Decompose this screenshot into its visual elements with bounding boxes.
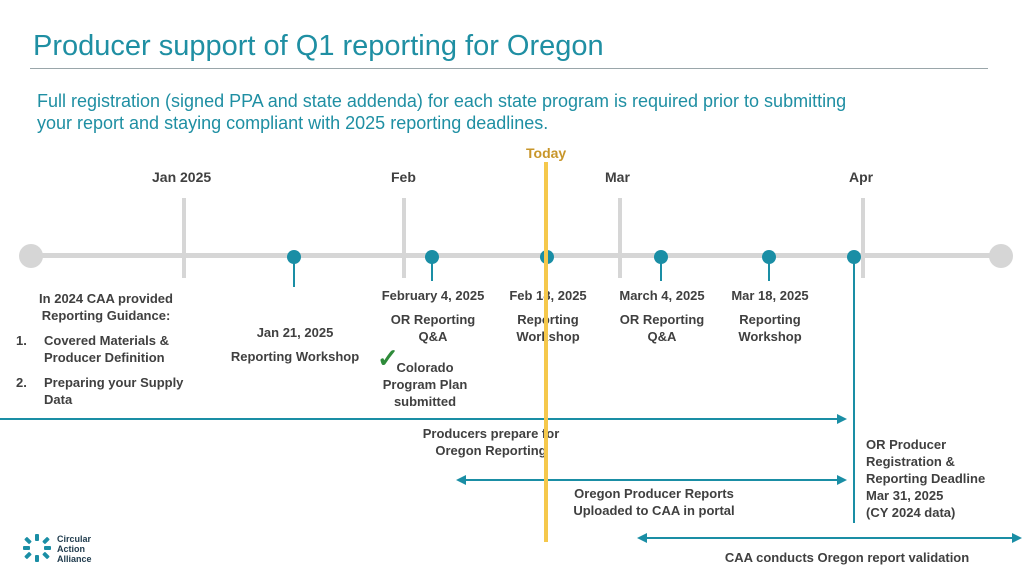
month-tick-apr xyxy=(861,198,865,278)
validation-range-label: CAA conducts Oregon report validation xyxy=(724,550,970,565)
prepare-range-line xyxy=(0,418,838,420)
today-label: Today xyxy=(526,145,567,161)
guidance-line-1: In 2024 CAA provided xyxy=(39,291,173,306)
event-date: Mar 18, 2025 xyxy=(731,288,809,303)
upload-range-line xyxy=(465,479,839,481)
month-label-feb: Feb xyxy=(391,169,416,185)
event-marker-mar18 xyxy=(762,250,776,264)
timeline-axis xyxy=(30,253,1002,258)
event-marker-jan21 xyxy=(287,250,301,264)
timeline-end-cap xyxy=(989,244,1013,268)
event-marker-feb4 xyxy=(425,250,439,264)
guidance-item-text-line1: Preparing your Supply xyxy=(44,375,184,390)
event-date: March 4, 2025 xyxy=(619,288,705,303)
deadline-line-4: Mar 31, 2025 xyxy=(866,488,944,503)
guidance-item-text-line2: Producer Definition xyxy=(44,350,165,365)
colorado-line-3: submitted xyxy=(393,394,457,409)
colorado-line-1: Colorado xyxy=(396,360,454,375)
upload-range-line-1: Oregon Producer Reports xyxy=(574,486,734,501)
subtitle-line-2: your report and staying compliant with 2… xyxy=(37,113,549,133)
validation-range-arrow-right-icon xyxy=(1012,533,1022,543)
event-date: Feb 18, 2025 xyxy=(509,288,587,303)
guidance-item-text-line1: Covered Materials & xyxy=(44,333,169,348)
event-title-line2: Workshop xyxy=(497,328,599,345)
event-label-mar4: March 4, 2025 OR Reporting Q&A xyxy=(607,287,717,345)
guidance-item-text: Preparing your Supply Data xyxy=(44,374,183,408)
check-icon: ✓ xyxy=(377,343,399,373)
validation-range-line xyxy=(646,537,1013,539)
month-tick-jan xyxy=(182,198,186,278)
logo-line-3: Alliance xyxy=(57,554,92,564)
prepare-range-line-1: Producers prepare for xyxy=(422,426,560,441)
event-title: Reporting Workshop xyxy=(230,349,360,364)
upload-range-arrow-left-icon xyxy=(456,475,466,485)
timeline-start-cap xyxy=(19,244,43,268)
logo-line-1: Circular xyxy=(57,534,92,544)
prepare-range-arrow-icon xyxy=(837,414,847,424)
event-date: Jan 21, 2025 xyxy=(256,325,334,340)
colorado-milestone: Colorado Program Plan submitted xyxy=(372,359,478,410)
event-title-line1: OR Reporting xyxy=(619,312,705,327)
validation-range-arrow-left-icon xyxy=(637,533,647,543)
prepare-range-label: Producers prepare for Oregon Reporting xyxy=(412,425,570,459)
event-label-feb18: Feb 18, 2025 Reporting Workshop xyxy=(497,287,599,345)
guidance-item-2: 2. Preparing your Supply Data xyxy=(16,374,196,408)
logo-wordmark: Circular Action Alliance xyxy=(57,534,92,564)
deadline-stem xyxy=(853,257,855,523)
slide-title: Producer support of Q1 reporting for Ore… xyxy=(33,30,604,62)
circular-action-alliance-logo-icon xyxy=(22,533,52,563)
event-stem-mar4 xyxy=(660,257,662,281)
guidance-item-text-line2: Data xyxy=(44,392,73,407)
prepare-range-line-2: Oregon Reporting xyxy=(435,443,547,458)
upload-range-label: Oregon Producer Reports Uploaded to CAA … xyxy=(563,485,745,519)
event-title-line1: Reporting xyxy=(497,311,599,328)
upload-range-arrow-right-icon xyxy=(837,475,847,485)
title-divider xyxy=(30,68,988,69)
event-stem-feb4 xyxy=(431,257,433,281)
event-title-line1: Reporting xyxy=(739,312,801,327)
deadline-block: OR Producer Registration & Reporting Dea… xyxy=(866,436,996,521)
deadline-marker xyxy=(847,250,861,264)
deadline-line-5: (CY 2024 data) xyxy=(866,505,956,520)
guidance-item-text: Covered Materials & Producer Definition xyxy=(44,332,169,366)
month-label-mar: Mar xyxy=(605,169,630,185)
event-label-mar18: Mar 18, 2025 Reporting Workshop xyxy=(718,287,822,345)
guidance-line-2: Reporting Guidance: xyxy=(41,308,171,323)
event-date: February 4, 2025 xyxy=(381,288,485,303)
month-label-jan: Jan 2025 xyxy=(152,169,212,185)
guidance-item-number: 1. xyxy=(16,333,27,348)
event-label-feb4: February 4, 2025 OR Reporting Q&A xyxy=(371,287,495,345)
colorado-line-2: Program Plan xyxy=(382,377,468,392)
logo-line-2: Action xyxy=(57,544,85,554)
event-title-line1: OR Reporting xyxy=(390,312,476,327)
guidance-item-number: 2. xyxy=(16,375,27,390)
event-title-line2: Q&A xyxy=(647,329,677,344)
event-title-line2: Workshop xyxy=(738,329,802,344)
month-tick-mar xyxy=(618,198,622,278)
slide-subtitle: Full registration (signed PPA and state … xyxy=(37,90,977,134)
event-label-jan21: Jan 21, 2025 Reporting Workshop xyxy=(222,324,368,365)
month-tick-feb xyxy=(402,198,406,278)
guidance-block: In 2024 CAA provided Reporting Guidance:… xyxy=(16,290,196,408)
subtitle-line-1: Full registration (signed PPA and state … xyxy=(37,91,847,111)
guidance-item-1: 1. Covered Materials & Producer Definiti… xyxy=(16,332,196,366)
deadline-line-3: Reporting Deadline xyxy=(866,471,986,486)
event-stem-mar18 xyxy=(768,257,770,281)
event-marker-mar4 xyxy=(654,250,668,264)
today-line xyxy=(544,162,548,542)
event-title-line2: Q&A xyxy=(418,329,448,344)
deadline-line-2: Registration & xyxy=(866,454,955,469)
month-label-apr: Apr xyxy=(849,169,874,185)
event-stem-jan21 xyxy=(293,257,295,287)
upload-range-line-2: Uploaded to CAA in portal xyxy=(573,503,735,518)
deadline-line-1: OR Producer xyxy=(866,437,947,452)
